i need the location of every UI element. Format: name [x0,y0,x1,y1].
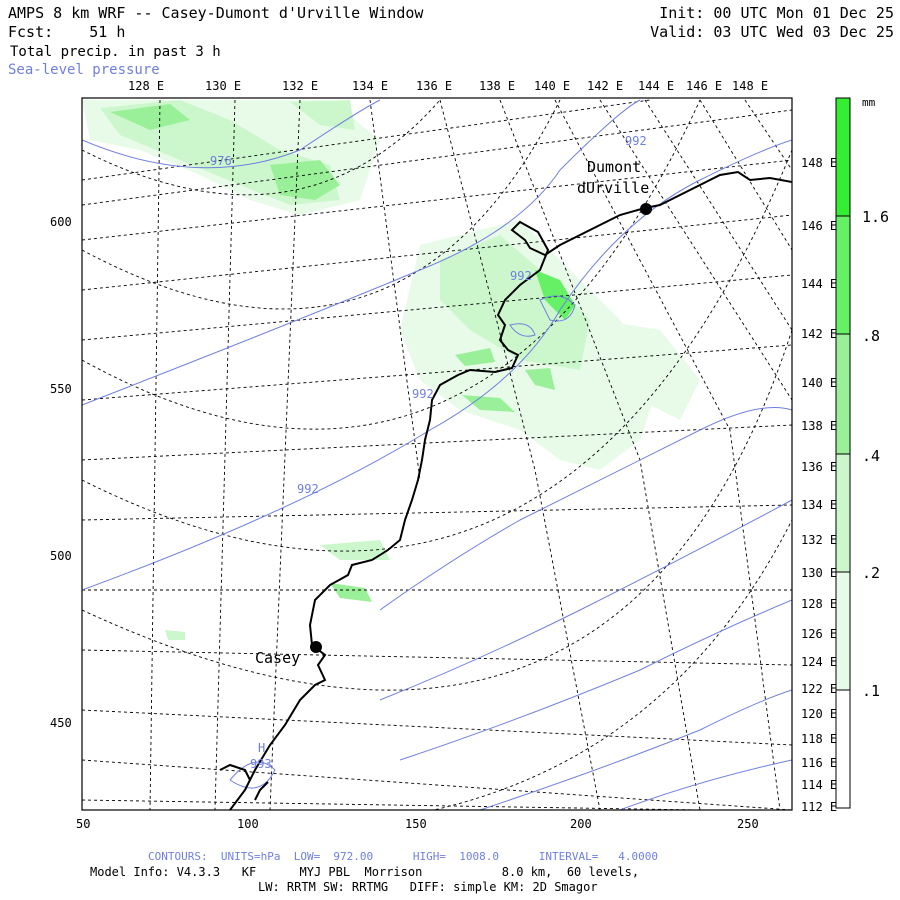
y-axis-labels: 450 500 550 600 [50,215,72,730]
right-lon-label: 114 E [801,778,837,792]
station-label-casey: Casey [255,649,300,667]
right-lon-label: 128 E [801,597,837,611]
map-frame [81,97,793,811]
station-marker-dumont [640,203,652,215]
x-tick-label: 100 [237,817,259,831]
model-info: Model Info: V4.3.3 KF MYJ PBL Morrison 8… [90,865,640,879]
colorbar-segment [836,98,850,216]
right-lon-label: 136 E [801,460,837,474]
x-tick-label: 200 [570,817,592,831]
top-lon-label: 148 E [732,79,768,93]
pressure-contours [82,99,792,810]
colorbar-segment [836,690,850,808]
map-title: AMPS 8 km WRF -- Casey-Dumont d'Urville … [8,4,424,22]
valid-time: Valid: 03 UTC Wed 03 Dec 25 [650,23,894,41]
precip-colorbar [835,97,851,809]
y-tick-label: 450 [50,716,72,730]
x-axis-labels: 50 100 150 200 250 [76,817,759,831]
forecast-hour-row: Fcst: 51 h [8,23,125,42]
high-pressure-mark: H [258,741,265,755]
right-lon-label: 118 E [801,732,837,746]
colorbar-label: 1.6 [862,208,889,226]
physics-info: LW: RRTM SW: RRTMG DIFF: simple KM: 2D S… [258,880,598,894]
x-tick-label: 250 [737,817,759,831]
x-tick-label: 150 [405,817,427,831]
colorbar-label: .1 [862,682,880,700]
contour-label-993: 993 [250,757,272,771]
colorbar-segment [836,572,850,690]
right-lon-label: 112 E [801,800,837,814]
top-lon-label: 142 E [587,79,623,93]
contour-label-992-top: 992 [625,134,647,148]
right-lon-label: 138 E [801,419,837,433]
top-lon-label: 132 E [282,79,318,93]
contour-label-992-coast: 992 [412,387,434,401]
right-longitude-labels: 148 E 146 E 144 E 142 E 140 E 138 E 136 … [801,156,837,814]
station-marker-casey [310,641,322,653]
top-longitude-labels: 128 E 130 E 132 E 134 E 136 E 138 E 140 … [128,79,768,93]
right-lon-label: 132 E [801,533,837,547]
right-lon-label: 134 E [801,498,837,512]
top-lon-label: 136 E [416,79,452,93]
contour-label-992-mid: 992 [510,269,532,283]
y-tick-label: 600 [50,215,72,229]
x-tick-label: 50 [76,817,90,831]
top-lon-label: 144 E [638,79,674,93]
right-lon-label: 148 E [801,156,837,170]
right-lon-label: 120 E [801,707,837,721]
graticule [82,99,792,810]
colorbar-segment [836,454,850,572]
colorbar-label: .4 [862,447,880,465]
contour-info: CONTOURS: UNITS=hPa LOW= 972.00 HIGH= 10… [148,850,658,863]
colorbar-segment [836,216,850,334]
y-tick-label: 500 [50,549,72,563]
contour-label-976: 976 [210,154,232,168]
right-lon-label: 122 E [801,682,837,696]
right-lon-label: 124 E [801,655,837,669]
fcst-value: 51 h [89,23,126,41]
y-tick-label: 550 [50,382,72,396]
fcst-label: Fcst: [8,23,54,41]
right-lon-label: 144 E [801,277,837,291]
right-lon-label: 146 E [801,219,837,233]
station-label-dumont: Dumont [587,158,641,176]
top-lon-label: 128 E [128,79,164,93]
station-label-durville: dUrville [577,179,649,197]
right-lon-label: 126 E [801,627,837,641]
top-lon-label: 146 E [686,79,722,93]
top-lon-label: 140 E [534,79,570,93]
field-name: Total precip. in past 3 h [10,44,221,60]
right-lon-label: 140 E [801,376,837,390]
right-lon-label: 116 E [801,756,837,770]
colorbar-label: .2 [862,564,880,582]
contour-label-992-west: 992 [297,482,319,496]
top-lon-label: 134 E [352,79,388,93]
init-time: Init: 00 UTC Mon 01 Dec 25 [659,4,894,22]
colorbar-label: .8 [862,327,880,345]
right-lon-label: 142 E [801,327,837,341]
colorbar-segment [836,334,850,454]
right-lon-label: 130 E [801,566,837,580]
colorbar-unit: mm [862,96,876,109]
top-lon-label: 138 E [479,79,515,93]
overlay-name: Sea-level pressure [8,62,160,78]
top-lon-label: 130 E [205,79,241,93]
